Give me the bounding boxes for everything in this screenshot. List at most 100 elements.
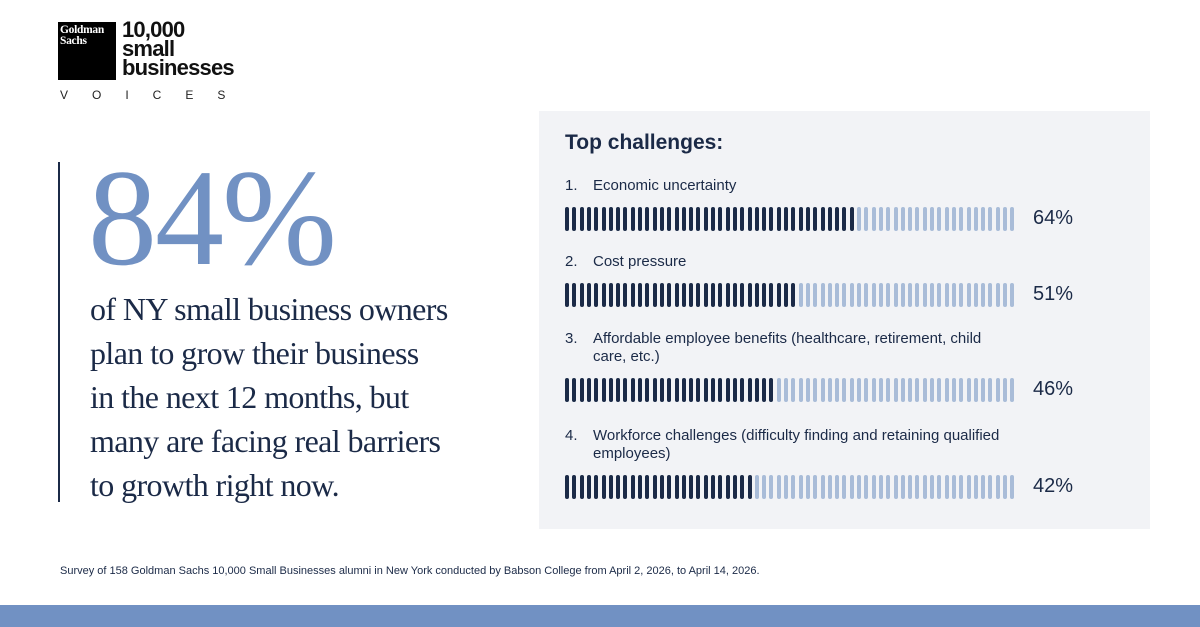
challenge-label: Affordable employee benefits (healthcare… — [593, 330, 982, 365]
bar-segment-filled — [711, 378, 715, 402]
bar-segment-filled — [638, 475, 642, 499]
bar-segment-filled — [754, 283, 759, 307]
bar-segment-empty — [1010, 283, 1015, 307]
bar-segment-empty — [1003, 475, 1007, 499]
bar-segment-empty — [900, 283, 905, 307]
bar-segment-empty — [813, 378, 818, 402]
bar-segment-filled — [616, 475, 621, 499]
bar-segment-empty — [842, 283, 847, 307]
bar-segment-empty — [857, 207, 861, 231]
bar-segment-empty — [981, 283, 986, 307]
bar-segment-filled — [645, 207, 650, 231]
bar-segment-empty — [922, 475, 927, 499]
bar-segment-filled — [608, 207, 613, 231]
bar-segment-empty — [849, 475, 854, 499]
bar-segment-empty — [878, 207, 883, 231]
bar-segment-filled — [732, 283, 737, 307]
bar-segment-empty — [842, 475, 847, 499]
bar-segment-empty — [871, 475, 876, 499]
bar-segment-filled — [667, 378, 672, 402]
bar-segment-empty — [937, 283, 942, 307]
bar-segment-empty — [988, 207, 993, 231]
bar-segment-filled — [608, 475, 613, 499]
bar-segment-filled — [586, 378, 591, 402]
bar-segment-filled — [572, 207, 577, 231]
bar-segment-filled — [740, 207, 745, 231]
bar-segment-filled — [572, 378, 577, 402]
bar-segment-filled — [725, 475, 730, 499]
bar-segment-empty — [995, 207, 1000, 231]
bar-segment-filled — [601, 475, 606, 499]
bar-segment-empty — [988, 475, 993, 499]
bar-segment-empty — [857, 283, 861, 307]
challenge-number: 1. — [565, 177, 578, 194]
bar-segment-empty — [820, 378, 825, 402]
bar-segment-filled — [718, 207, 723, 231]
headline-line-1: of NY small business owners — [90, 291, 448, 327]
bar-segment-empty — [871, 207, 876, 231]
bar-segment-empty — [988, 283, 993, 307]
bar-segment-empty — [864, 283, 869, 307]
bar-segment-empty — [827, 283, 832, 307]
bar-segment-empty — [1010, 475, 1015, 499]
bar-segment-filled — [652, 378, 657, 402]
bar-segment-filled — [769, 283, 774, 307]
bar-segment-filled — [586, 475, 591, 499]
logo: Goldman Sachs 10,000 small businesses VO… — [58, 19, 258, 104]
challenge-label: Cost pressure — [593, 253, 687, 270]
footnote: Survey of 158 Goldman Sachs 10,000 Small… — [60, 565, 760, 577]
bar-segment-filled — [740, 378, 745, 402]
bar-segment-empty — [893, 475, 898, 499]
bar-segment-filled — [616, 378, 621, 402]
bar-segment-filled — [674, 207, 679, 231]
bar-segment-filled — [711, 475, 715, 499]
bar-segment-empty — [973, 378, 978, 402]
bar-segment-filled — [696, 207, 701, 231]
bar-segment-filled — [718, 475, 723, 499]
bar-segment-filled — [754, 378, 759, 402]
bar-segment-filled — [586, 283, 591, 307]
bar-segment-empty — [915, 475, 920, 499]
bar-segment-filled — [594, 283, 599, 307]
bar-segment-empty — [930, 378, 934, 402]
bar-segment-filled — [762, 207, 767, 231]
bar-segment-filled — [791, 283, 796, 307]
logo-goldman-sachs-box: Goldman Sachs — [58, 22, 116, 80]
bar-segment-filled — [681, 475, 686, 499]
bar-segment-empty — [805, 475, 810, 499]
bar-segment-empty — [959, 207, 964, 231]
bar-segment-filled — [623, 378, 628, 402]
logo-wordmark: 10,000 small businesses — [122, 19, 235, 79]
bar-segment-filled — [820, 207, 825, 231]
bar-segment-filled — [805, 207, 810, 231]
bar-segment-empty — [937, 475, 942, 499]
challenge-value-label: 64% — [1033, 207, 1074, 229]
bar-segment-filled — [601, 283, 606, 307]
bar-segment-empty — [842, 378, 847, 402]
bar-segment-empty — [857, 378, 861, 402]
bar-segment-filled — [689, 378, 694, 402]
headline-line-5: to growth right now. — [90, 467, 340, 503]
challenge-value-label: 46% — [1033, 378, 1074, 400]
challenge-item-1: 1. Economic uncertainty 64% — [565, 177, 1125, 233]
bar-segment-empty — [871, 378, 876, 402]
logo-wordmark-line-2: small — [122, 36, 175, 61]
bar-segment-filled — [784, 207, 788, 231]
bar-segment-empty — [893, 378, 898, 402]
bar-segment-empty — [878, 283, 883, 307]
bar-segment-empty — [864, 207, 869, 231]
bar-segment-empty — [805, 283, 810, 307]
bar-segment-filled — [608, 378, 613, 402]
bar-segment-empty — [995, 283, 1000, 307]
bar-segment-empty — [835, 378, 840, 402]
bar-segment-empty — [798, 475, 803, 499]
bar-segment-filled — [711, 283, 715, 307]
bar-segment-empty — [827, 378, 832, 402]
bar-segment-filled — [565, 283, 569, 307]
bar-segment-empty — [754, 475, 759, 499]
bar-segment-filled — [791, 207, 796, 231]
bar-segment-empty — [1003, 207, 1007, 231]
bar-segment-empty — [966, 475, 971, 499]
bar-segment-empty — [908, 475, 913, 499]
bar-segment-filled — [652, 207, 657, 231]
